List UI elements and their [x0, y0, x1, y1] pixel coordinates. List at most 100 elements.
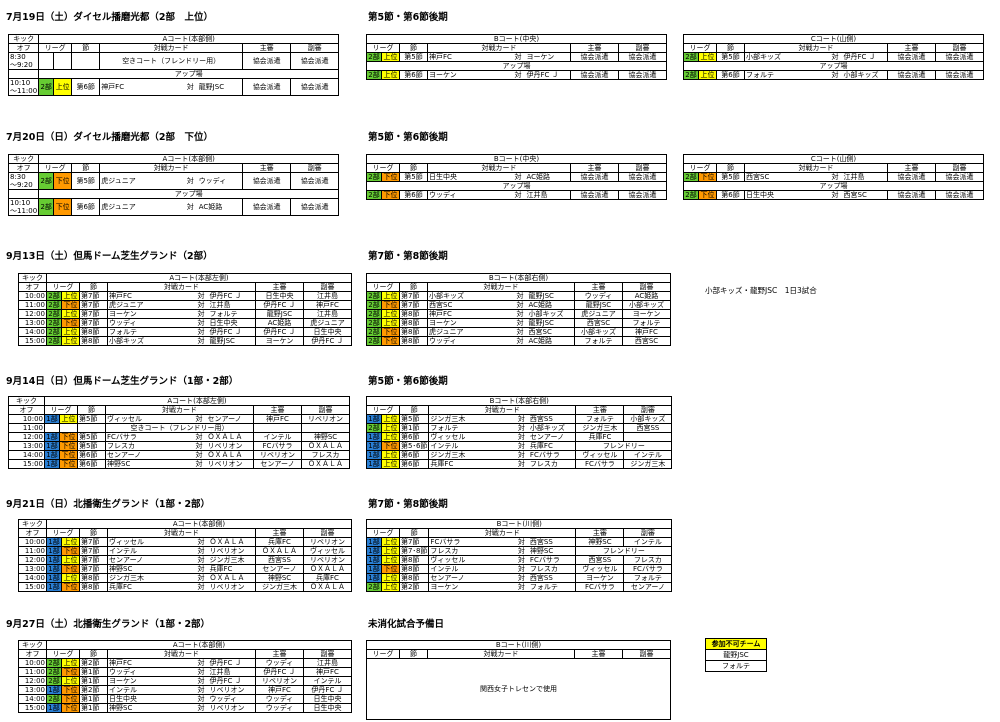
- round-number: 第5節: [399, 172, 428, 182]
- section-title: 7月20日（日）ダイセル播磨光都（2部 下位）: [6, 132, 213, 143]
- referee: 神野SC: [255, 573, 304, 583]
- unavailable-teams-legend: 参加不可チーム 龍野JSC フォルテ: [705, 638, 767, 672]
- league-division: 2部: [38, 78, 55, 96]
- match-row: 1部 上位 第8節 センアーノ対西宮SS ヨーケン フォルテ: [366, 573, 673, 583]
- header-card: 対戦カード: [107, 649, 256, 659]
- round-number: 第1節: [79, 676, 108, 686]
- league-tier: 上位: [381, 555, 400, 565]
- header-kickoff: キック: [18, 640, 47, 650]
- header-card: 対戦カード: [427, 43, 571, 53]
- header-round: 節: [716, 43, 745, 53]
- league-tier: 下位: [381, 300, 400, 310]
- league-division: 2部: [46, 336, 62, 346]
- versus: 対: [513, 414, 529, 424]
- header-round: 節: [398, 528, 430, 538]
- home-team: ウッディ: [107, 667, 194, 677]
- assistant-referee: 神野SC: [301, 432, 350, 442]
- kickoff-time: 11:00: [8, 423, 45, 433]
- referee: センアーノ: [253, 459, 302, 469]
- round-number: 第1節: [79, 694, 108, 704]
- referee: 龍野JSC: [574, 300, 623, 310]
- home-team: FCバサラ: [428, 537, 514, 547]
- away-team: 江井島: [208, 300, 256, 310]
- away-team: ウッディ: [208, 694, 256, 704]
- home-team: 西宮SC: [744, 172, 783, 182]
- league-division: 1部: [46, 582, 62, 592]
- referee: 神野SC: [575, 537, 625, 547]
- versus: 対: [193, 676, 209, 686]
- court-name: Aコート(本部側): [38, 154, 340, 164]
- league-tier: 上位: [61, 555, 80, 565]
- referee: ウッディ: [255, 658, 304, 668]
- header-referee: 主審: [574, 282, 623, 292]
- league-division: 2部: [46, 694, 62, 704]
- court-name: Aコート(本部側): [46, 519, 352, 529]
- match-row: 13:00 1部 下位 第7節 神野SC 対兵庫FC センアーノ ＯＸＡＬＡ: [18, 564, 352, 574]
- league-tier: 下位: [698, 190, 717, 200]
- referee: ウッディ: [255, 703, 304, 713]
- home-team: 日生中央: [427, 172, 466, 182]
- league-tier: 上位: [698, 70, 717, 80]
- round-number: 第8節: [399, 327, 428, 337]
- assistant-referee: 兵庫FC: [303, 573, 352, 583]
- assistant-referee: ＯＸＡＬＡ: [303, 564, 352, 574]
- home-team: インテル: [107, 546, 194, 556]
- header-kickoff: オフ: [7, 43, 40, 53]
- cell: [7, 189, 40, 199]
- round-number: 第8節: [399, 309, 428, 319]
- court-name: Bコート(川側): [365, 519, 673, 529]
- league-division: 1部: [366, 450, 382, 460]
- away-team: 西宮SC: [527, 327, 575, 337]
- header-referee: 主審: [242, 163, 292, 173]
- league-tier: 下位: [53, 198, 73, 216]
- home-team: 兵庫FC: [107, 582, 194, 592]
- round-label: 第5節・第6節後期: [368, 12, 448, 23]
- spacer: [137, 198, 183, 216]
- round-number: 第7節: [398, 537, 430, 547]
- referee: 小部キッズ: [574, 327, 623, 337]
- away-team: ＯＸＡＬＡ: [206, 450, 254, 460]
- away-team: 日生中央: [208, 318, 256, 328]
- referee: ヨーケン: [575, 573, 625, 583]
- header-assistant: 副審: [618, 43, 667, 53]
- league-tier: 下位: [381, 336, 400, 346]
- warmup-area: アップ場: [683, 181, 984, 191]
- referee: ＯＸＡＬＡ: [255, 546, 304, 556]
- versus: 対: [191, 450, 207, 460]
- header-assistant: 副審: [618, 163, 667, 173]
- league-division: 2部: [366, 52, 382, 62]
- round-number: 第6節: [398, 432, 430, 442]
- friendly-note: フレンドリー: [575, 441, 673, 451]
- versus: 対: [827, 70, 843, 80]
- league-division: 1部: [44, 450, 60, 460]
- header-referee: 主審: [575, 405, 625, 415]
- versus: 対: [512, 336, 528, 346]
- league-tier: 下位: [59, 450, 78, 460]
- court-table: キック Aコート(本部左側) オフ リーグ節対戦カード 主審 副審 10:00 2部 上位 第7節…: [18, 273, 352, 346]
- match-row: 11:00 1部 下位 第7節 インテル対リベリオン ＯＸＡＬＡ ヴィッセル: [18, 546, 352, 556]
- kickoff-time: 10:00: [18, 291, 47, 301]
- home-team: センアーノ: [107, 555, 194, 565]
- referee: 協会派遣: [570, 52, 619, 62]
- league-tier: 下位: [61, 546, 80, 556]
- away-team: ウッディ: [197, 172, 244, 190]
- warmup-area: アップ場: [38, 69, 340, 79]
- league-division: 1部: [46, 546, 62, 556]
- versus: 対: [513, 573, 529, 583]
- round-number: 第8節: [79, 327, 108, 337]
- round-number: 第1節: [79, 667, 108, 677]
- home-team: 兵庫FC: [428, 459, 514, 469]
- versus: 対: [191, 441, 207, 451]
- away-team: フォルテ: [528, 582, 577, 592]
- kickoff-time: 10:00: [18, 658, 47, 668]
- header-kickoff: キック: [8, 396, 45, 406]
- league-division: 2部: [366, 190, 382, 200]
- home-team: 神野SC: [107, 564, 194, 574]
- header-league: リーグ: [44, 405, 78, 415]
- match-row: 15:00 1部 下位 第8節 兵庫FC 対リベリオン ジンガ三木 ＯＸＡＬＡ: [18, 582, 352, 592]
- league-division: 1部: [44, 432, 60, 442]
- kickoff-time: 8:30 ～9:20: [7, 172, 40, 190]
- versus: 対: [193, 658, 209, 668]
- header-assistant: 副審: [623, 528, 673, 538]
- round-number: 第8節: [398, 564, 430, 574]
